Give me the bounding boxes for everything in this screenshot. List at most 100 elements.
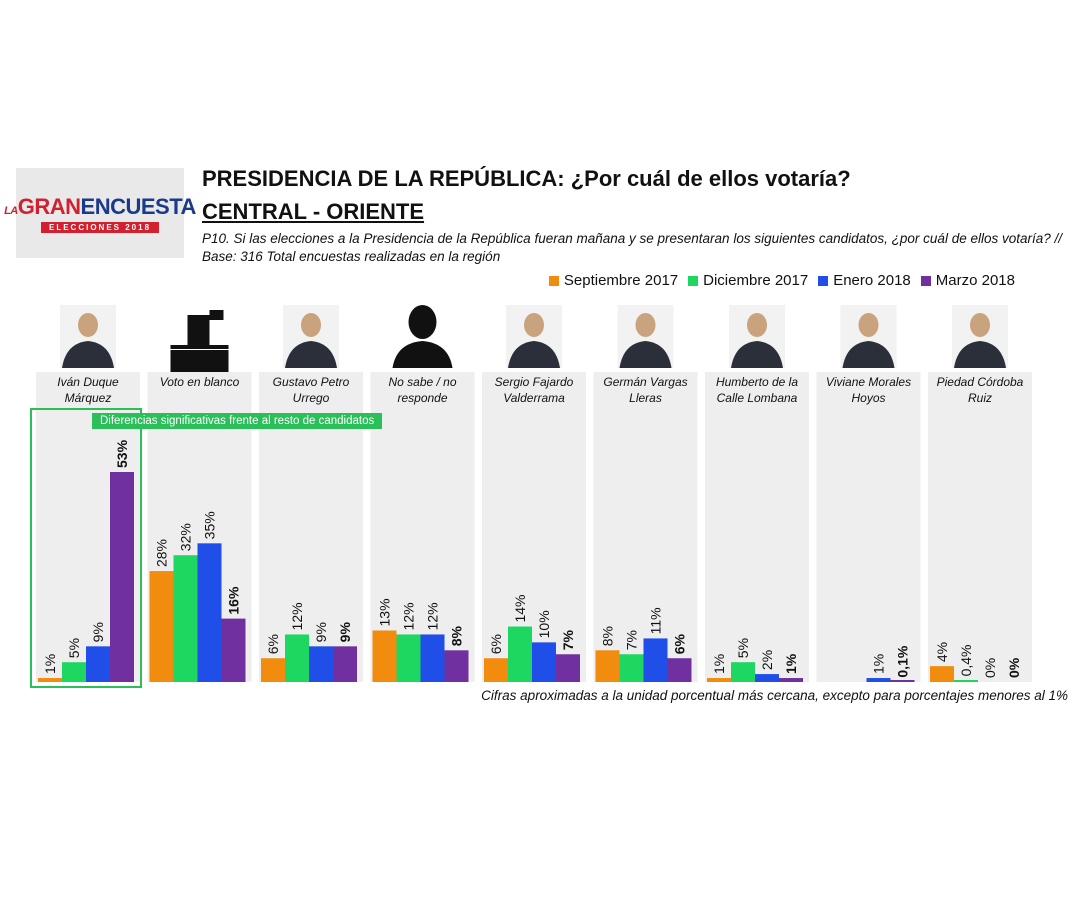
- bar: [890, 680, 915, 682]
- region-subtitle: CENTRAL - ORIENTE: [202, 199, 425, 224]
- data-label: 12%: [289, 602, 305, 630]
- bar: [197, 543, 222, 682]
- bar: [372, 630, 397, 682]
- data-label: 14%: [512, 594, 528, 622]
- data-label: 6%: [265, 634, 281, 654]
- category-label: Humberto de la: [716, 375, 798, 389]
- silhouette-icon: [408, 305, 437, 339]
- bar: [619, 654, 644, 682]
- bar: [86, 646, 110, 682]
- legend-swatch: [688, 275, 699, 286]
- bar: [173, 555, 198, 682]
- data-label: 53%: [114, 439, 130, 468]
- person-body: [619, 341, 672, 368]
- gran-encuesta-logo: LAGRANENCUESTA ELECCIONES 2018: [4, 168, 196, 258]
- category-panel: [705, 372, 809, 682]
- bar: [954, 680, 978, 682]
- data-label: 7%: [560, 629, 576, 650]
- chart-legend: Septiembre 2017 Diciembre 2017 Enero 2018 M…: [548, 272, 1015, 289]
- data-label: 6%: [672, 633, 688, 654]
- legend-label: Septiembre 2017: [563, 272, 679, 289]
- category-label: Valderrama: [503, 391, 565, 405]
- ballot-paper: [209, 310, 224, 320]
- category-label: Viviane Morales: [826, 375, 911, 389]
- data-label: 5%: [735, 638, 751, 658]
- data-label: 13%: [377, 598, 393, 626]
- data-label: 8%: [600, 626, 616, 646]
- bar: [484, 658, 508, 682]
- data-label: 1%: [711, 654, 727, 674]
- bar: [420, 634, 445, 682]
- data-label: 1%: [783, 653, 799, 674]
- bar: [707, 678, 731, 682]
- category-label: Piedad Córdoba: [937, 375, 1024, 389]
- category-label: Márquez: [65, 391, 112, 405]
- bar: [261, 658, 285, 682]
- category-panel: [928, 372, 1032, 682]
- person-body: [508, 341, 560, 368]
- ballot-box-lid: [170, 345, 229, 349]
- legend-label: Diciembre 2017: [703, 272, 809, 289]
- category-label: Lleras: [629, 391, 662, 405]
- significance-highlight-box: [30, 408, 142, 688]
- person-face: [635, 313, 656, 337]
- person-face: [524, 313, 544, 337]
- bar: [221, 618, 246, 682]
- bar: [508, 626, 532, 682]
- data-label: 4%: [934, 642, 950, 662]
- bar: [556, 654, 580, 682]
- person-face: [747, 313, 767, 337]
- category-label: Calle Lombana: [717, 391, 798, 405]
- person-body: [954, 341, 1006, 368]
- data-label: 0%: [982, 658, 998, 678]
- category-label: Ruiz: [968, 391, 992, 405]
- category-label: Voto en blanco: [160, 375, 240, 389]
- page-title: PRESIDENCIA DE LA REPÚBLICA: ¿Por cuál d…: [202, 166, 851, 191]
- logo-wordmark: LAGRANENCUESTA: [4, 193, 196, 219]
- bar: [110, 472, 134, 682]
- bar: [333, 646, 357, 682]
- data-label: 5%: [66, 638, 82, 658]
- data-label: 1%: [42, 654, 58, 674]
- data-label: 0%: [1006, 657, 1022, 678]
- legend-item: Enero 2018: [818, 272, 911, 289]
- data-label: 28%: [154, 539, 170, 567]
- ballot-paper-hand: [187, 315, 210, 345]
- person-body: [842, 341, 895, 368]
- data-label: 35%: [202, 511, 218, 539]
- person-face: [858, 313, 879, 337]
- bar: [595, 650, 620, 682]
- data-label: 6%: [488, 634, 504, 654]
- bar: [309, 646, 333, 682]
- bar: [667, 658, 692, 682]
- person-face: [301, 313, 321, 337]
- person-body: [731, 341, 783, 368]
- person-body: [62, 341, 114, 368]
- bar: [731, 662, 755, 682]
- person-face: [970, 313, 990, 337]
- person-face: [78, 313, 98, 337]
- category-label: Sergio Fajardo: [495, 375, 574, 389]
- bar: [643, 638, 668, 682]
- bar: [38, 678, 62, 682]
- data-label: 8%: [449, 626, 465, 647]
- legend-label: Enero 2018: [833, 272, 911, 289]
- data-label: 7%: [624, 630, 640, 650]
- data-label: 32%: [178, 523, 194, 551]
- legend-swatch: [818, 275, 829, 286]
- category-label: Iván Duque: [57, 375, 119, 389]
- category-panel: [370, 372, 475, 682]
- category-panel: [482, 372, 586, 682]
- legend-item: Septiembre 2017: [548, 272, 679, 289]
- category-label: No sabe / no: [388, 375, 456, 389]
- bar: [396, 634, 421, 682]
- person-body: [285, 341, 337, 368]
- bar: [930, 666, 954, 682]
- bar: [149, 571, 174, 682]
- data-label: 9%: [313, 622, 329, 642]
- bar: [866, 678, 891, 682]
- ballot-box-icon: [170, 350, 229, 372]
- data-label: 9%: [337, 622, 353, 643]
- category-label: Gustavo Petro: [273, 375, 350, 389]
